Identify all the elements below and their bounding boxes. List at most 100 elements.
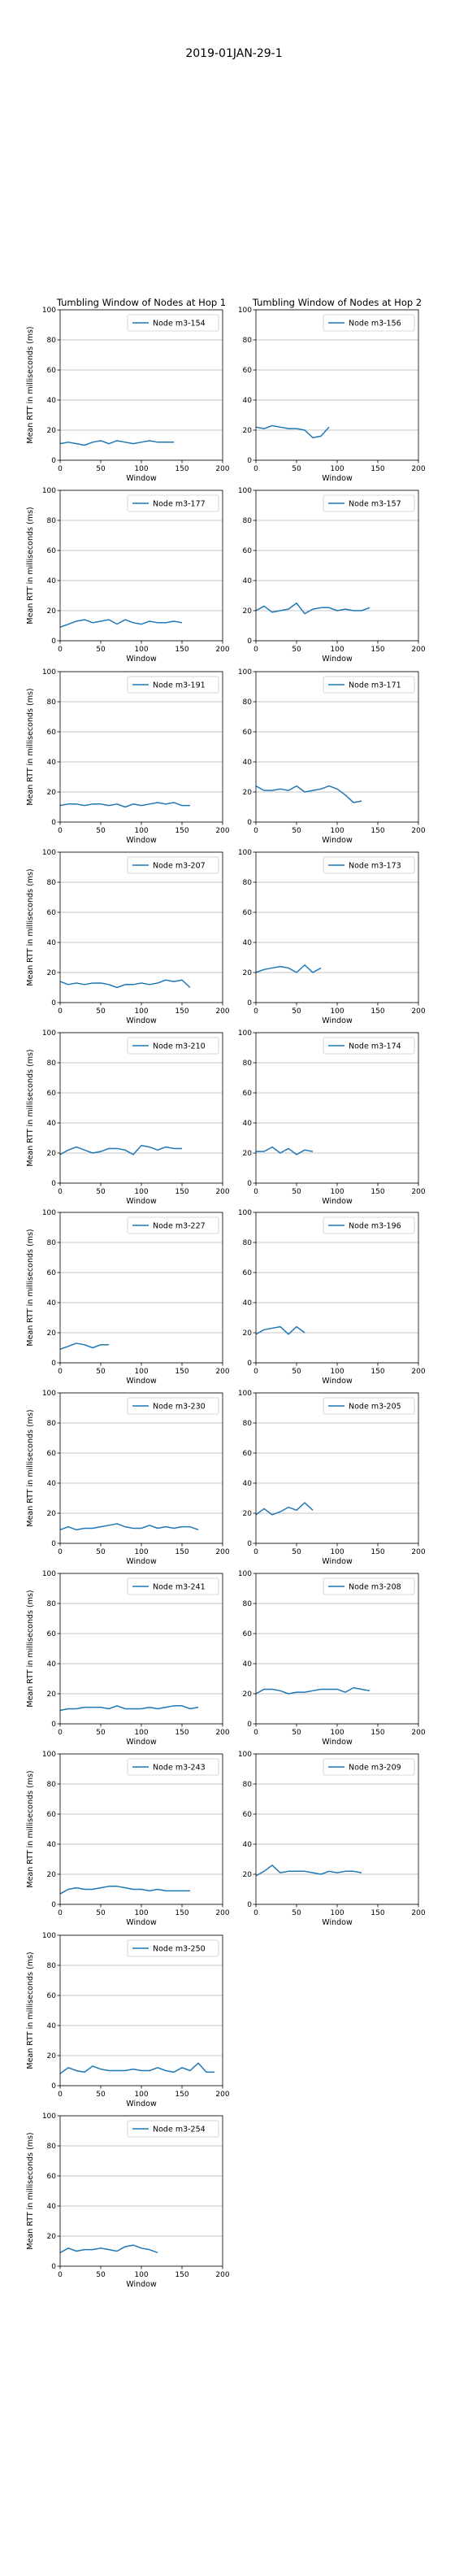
legend: Node m3-210: [127, 1037, 219, 1055]
legend: Node m3-241: [127, 1577, 219, 1595]
x-tick-label: 150: [175, 465, 188, 473]
legend-label: Node m3-250: [153, 1945, 206, 1954]
y-tick-label: 40: [47, 1299, 57, 1308]
y-tick-label: 20: [47, 2233, 57, 2241]
legend: Node m3-174: [323, 1037, 415, 1055]
y-tick-label: 60: [47, 729, 57, 737]
x-axis-label: Window: [126, 1738, 157, 1747]
y-tick-label: 0: [51, 819, 56, 827]
y-tick-label: 80: [47, 337, 57, 345]
x-tick-label: 150: [175, 2271, 188, 2279]
x-tick-label: 200: [215, 1007, 229, 1016]
axes-frame: [59, 671, 223, 823]
legend-box: [127, 1397, 219, 1415]
legend-box: [127, 1216, 219, 1234]
legend-label: Node m3-156: [349, 320, 401, 329]
legend-label: Node m3-209: [349, 1764, 401, 1773]
y-tick-label: 40: [243, 1660, 253, 1669]
y-tick-label: 20: [47, 969, 57, 977]
y-tick-label: 0: [51, 1540, 56, 1548]
y-tick-label: 0: [247, 1901, 252, 1909]
x-tick-label: 100: [134, 1007, 148, 1016]
series-line: [255, 424, 330, 438]
legend: Node m3-227: [127, 1216, 219, 1234]
y-tick-label: 20: [243, 789, 253, 797]
x-tick-label: 150: [370, 1007, 384, 1016]
y-tick-label: 60: [47, 2173, 57, 2181]
x-tick-label: 200: [411, 465, 425, 473]
x-tick-label: 200: [411, 1007, 425, 1016]
series-line: [59, 2244, 158, 2254]
y-tick-label: 100: [238, 849, 252, 857]
axes-frame: [59, 1753, 223, 1905]
legend: Node m3-154: [127, 314, 219, 332]
y-tick-label: 0: [247, 1180, 252, 1188]
legend: Node m3-173: [323, 856, 415, 874]
x-axis-label: Window: [126, 1016, 157, 1025]
x-tick-label: 50: [96, 2091, 106, 2099]
legend-box: [127, 314, 219, 332]
y-tick-label: 20: [243, 1150, 253, 1158]
x-tick-label: 0: [58, 646, 63, 654]
x-tick-label: 100: [134, 646, 148, 654]
series-line: [255, 1865, 362, 1877]
axes-frame: [255, 309, 419, 461]
y-axis-label: Mean RTT in milliseconds (ms): [26, 326, 35, 443]
x-tick-label: 50: [292, 1007, 301, 1016]
series-line: [59, 1886, 190, 1895]
x-axis-label: Window: [126, 655, 157, 664]
y-axis-label: Mean RTT in milliseconds (ms): [26, 1229, 35, 1346]
x-tick-label: 0: [58, 465, 63, 473]
y-tick-label: 80: [47, 1420, 57, 1428]
y-tick-label: 80: [243, 517, 253, 525]
x-tick-label: 200: [215, 1729, 229, 1737]
x-axis-label: Window: [322, 1557, 353, 1566]
y-tick-label: 20: [47, 1329, 57, 1338]
y-axis-label: Mean RTT in milliseconds (ms): [26, 1770, 35, 1887]
axes-frame: [59, 2115, 223, 2267]
x-tick-label: 150: [370, 827, 384, 835]
x-tick-label: 100: [134, 465, 148, 473]
y-tick-label: 100: [42, 849, 56, 857]
x-tick-label: 50: [292, 465, 301, 473]
series-line: [59, 1705, 199, 1712]
legend-label: Node m3-177: [153, 500, 206, 509]
legend: Node m3-209: [323, 1758, 415, 1776]
y-tick-label: 0: [51, 2263, 56, 2271]
y-tick-label: 80: [243, 698, 253, 707]
x-tick-label: 0: [58, 2271, 63, 2279]
x-tick-label: 0: [254, 1548, 258, 1556]
y-tick-label: 40: [47, 1480, 57, 1488]
axes-frame: [255, 671, 419, 823]
legend: Node m3-254: [127, 2120, 219, 2138]
x-tick-label: 100: [330, 1188, 344, 1196]
legend-box: [127, 2120, 219, 2138]
y-axis-label: Mean RTT in milliseconds (ms): [26, 1590, 35, 1707]
legend-box: [323, 1216, 415, 1234]
x-axis-label: Window: [322, 836, 353, 845]
axes-frame: [255, 1392, 419, 1544]
x-tick-label: 50: [292, 1548, 301, 1556]
y-tick-label: 60: [47, 1450, 57, 1458]
legend: Node m3-208: [323, 1577, 415, 1595]
x-tick-label: 150: [175, 1188, 188, 1196]
y-tick-label: 60: [47, 367, 57, 375]
y-tick-label: 100: [238, 307, 252, 315]
y-tick-label: 80: [47, 698, 57, 707]
x-tick-label: 50: [96, 1729, 106, 1737]
x-tick-label: 200: [215, 2091, 229, 2099]
chart-title: Tumbling Window of Nodes at Hop 1: [56, 297, 226, 308]
x-tick-label: 200: [215, 1909, 229, 1917]
legend: Node m3-191: [127, 676, 219, 694]
series-line: [59, 619, 183, 629]
x-tick-label: 100: [330, 1909, 344, 1917]
y-tick-label: 20: [47, 1871, 57, 1879]
x-tick-label: 200: [411, 1188, 425, 1196]
y-tick-label: 100: [238, 1029, 252, 1038]
legend-box: [323, 1758, 415, 1776]
